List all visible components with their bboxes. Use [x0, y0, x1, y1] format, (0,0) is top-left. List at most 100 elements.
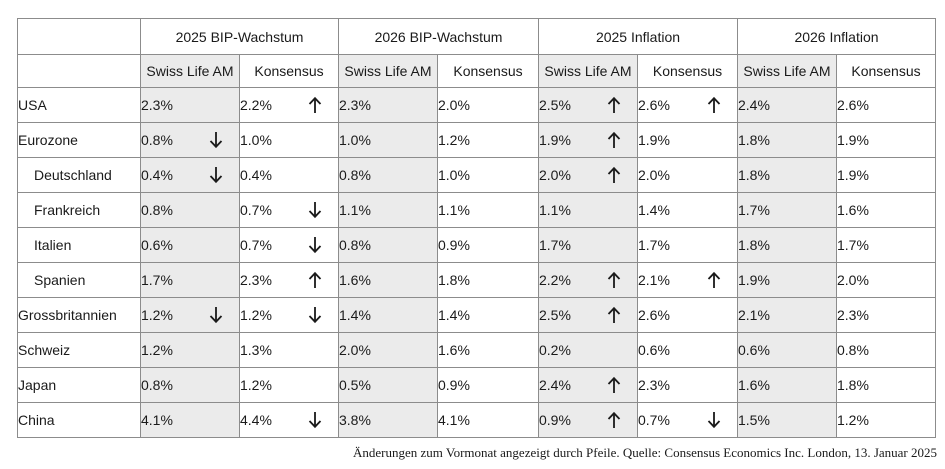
- arrow-down-icon: [209, 131, 223, 149]
- value-text: 1.7%: [638, 237, 670, 253]
- value-text: 2.0%: [438, 97, 470, 113]
- value-text: 0.8%: [339, 167, 371, 183]
- header-corner-sub: [17, 54, 141, 88]
- value-cell: 2.5%: [538, 297, 638, 333]
- country-label: Italien: [17, 227, 141, 263]
- value-text: 4.4%: [240, 412, 272, 428]
- value-text: 0.8%: [141, 202, 173, 218]
- value-text: 0.7%: [638, 412, 670, 428]
- value-cell: 2.4%: [737, 87, 837, 123]
- group-header-row: 2025 BIP-Wachstum 2026 BIP-Wachstum 2025…: [17, 18, 936, 55]
- table-row: Japan 0.8% 1.2% 0.5% 0.9% 2.4% 2.3% 1.6% 1.8%: [17, 367, 936, 403]
- country-label: Spanien: [17, 262, 141, 298]
- source-footnote: Änderungen zum Vormonat angezeigt durch …: [352, 445, 937, 460]
- table-row: Schweiz 1.2% 1.3% 2.0% 1.6% 0.2% 0.6% 0.6% 0.8%: [17, 332, 936, 368]
- value-text: 0.4%: [240, 167, 272, 183]
- value-text: 1.4%: [339, 307, 371, 323]
- arrow-up-icon: [607, 131, 621, 149]
- subheader-swisslife: Swiss Life AM: [737, 54, 837, 88]
- value-cell: 2.3%: [637, 367, 738, 403]
- value-text: 0.8%: [141, 377, 173, 393]
- arrow-up-icon: [607, 166, 621, 184]
- value-cell: 1.1%: [538, 192, 638, 228]
- value-text: 0.8%: [339, 237, 371, 253]
- value-cell: 1.8%: [737, 157, 837, 193]
- value-text: 2.3%: [141, 97, 173, 113]
- value-text: 0.8%: [837, 342, 869, 358]
- value-text: 2.1%: [738, 307, 770, 323]
- value-cell: 1.6%: [437, 332, 539, 368]
- value-text: 1.2%: [141, 307, 173, 323]
- value-cell: 0.6%: [140, 227, 240, 263]
- value-cell: 0.4%: [239, 157, 339, 193]
- value-cell: 0.4%: [140, 157, 240, 193]
- value-text: 1.6%: [837, 202, 869, 218]
- group-header-inflation-2025: 2025 Inflation: [538, 18, 738, 55]
- value-text: 1.8%: [738, 167, 770, 183]
- value-cell: 1.9%: [737, 262, 837, 298]
- value-text: 1.2%: [837, 412, 869, 428]
- value-cell: 1.6%: [338, 262, 438, 298]
- value-text: 2.0%: [539, 167, 571, 183]
- arrow-down-icon: [308, 306, 322, 324]
- value-text: 2.6%: [638, 307, 670, 323]
- value-cell: 1.2%: [140, 332, 240, 368]
- value-text: 2.5%: [539, 307, 571, 323]
- value-cell: 1.7%: [538, 227, 638, 263]
- value-text: 1.9%: [837, 167, 869, 183]
- country-label: Deutschland: [17, 157, 141, 193]
- value-cell: 1.7%: [737, 192, 837, 228]
- header-corner: [17, 18, 141, 55]
- value-text: 2.0%: [339, 342, 371, 358]
- value-cell: 1.1%: [338, 192, 438, 228]
- value-text: 2.6%: [638, 97, 670, 113]
- value-cell: 0.6%: [637, 332, 738, 368]
- value-text: 1.1%: [438, 202, 470, 218]
- value-cell: 0.8%: [338, 157, 438, 193]
- arrow-up-icon: [607, 411, 621, 429]
- value-text: 2.0%: [638, 167, 670, 183]
- value-cell: 2.1%: [637, 262, 738, 298]
- table-row: China 4.1% 4.4% 3.8% 4.1% 0.9% 0.7% 1.5% 1.2%: [17, 402, 936, 438]
- table-row: Frankreich 0.8% 0.7% 1.1% 1.1% 1.1% 1.4% 1.7% 1.…: [17, 192, 936, 228]
- value-text: 2.2%: [539, 272, 571, 288]
- table-body: USA 2.3% 2.2% 2.3% 2.0% 2.5% 2.6% 2.4% 2.6% Euroz…: [17, 87, 936, 438]
- value-cell: 1.2%: [140, 297, 240, 333]
- value-cell: 4.1%: [437, 402, 539, 438]
- value-cell: 1.6%: [836, 192, 936, 228]
- value-text: 2.3%: [339, 97, 371, 113]
- value-text: 1.8%: [738, 237, 770, 253]
- value-cell: 2.0%: [538, 157, 638, 193]
- value-cell: 1.2%: [437, 122, 539, 158]
- value-text: 1.2%: [141, 342, 173, 358]
- arrow-up-icon: [308, 96, 322, 114]
- value-cell: 2.6%: [637, 87, 738, 123]
- value-cell: 3.8%: [338, 402, 438, 438]
- value-cell: 1.4%: [637, 192, 738, 228]
- value-cell: 0.9%: [437, 227, 539, 263]
- value-cell: 0.7%: [239, 192, 339, 228]
- value-cell: 0.9%: [437, 367, 539, 403]
- value-cell: 0.8%: [338, 227, 438, 263]
- arrow-up-icon: [308, 271, 322, 289]
- value-cell: 0.8%: [140, 367, 240, 403]
- value-text: 0.4%: [141, 167, 173, 183]
- country-label: USA: [17, 87, 141, 123]
- value-cell: 2.3%: [140, 87, 240, 123]
- arrow-up-icon: [607, 271, 621, 289]
- value-text: 0.6%: [141, 237, 173, 253]
- value-text: 2.2%: [240, 97, 272, 113]
- value-text: 1.6%: [438, 342, 470, 358]
- value-text: 1.7%: [141, 272, 173, 288]
- country-label: China: [17, 402, 141, 438]
- country-label: Eurozone: [17, 122, 141, 158]
- value-cell: 2.1%: [737, 297, 837, 333]
- value-cell: 0.7%: [239, 227, 339, 263]
- value-cell: 1.2%: [239, 297, 339, 333]
- value-cell: 4.4%: [239, 402, 339, 438]
- value-text: 2.6%: [837, 97, 869, 113]
- table-row: Deutschland 0.4% 0.4% 0.8% 1.0% 2.0% 2.0% 1.8% 1…: [17, 157, 936, 193]
- value-cell: 1.2%: [836, 402, 936, 438]
- subheader-konsensus: Konsensus: [637, 54, 738, 88]
- value-text: 0.9%: [438, 377, 470, 393]
